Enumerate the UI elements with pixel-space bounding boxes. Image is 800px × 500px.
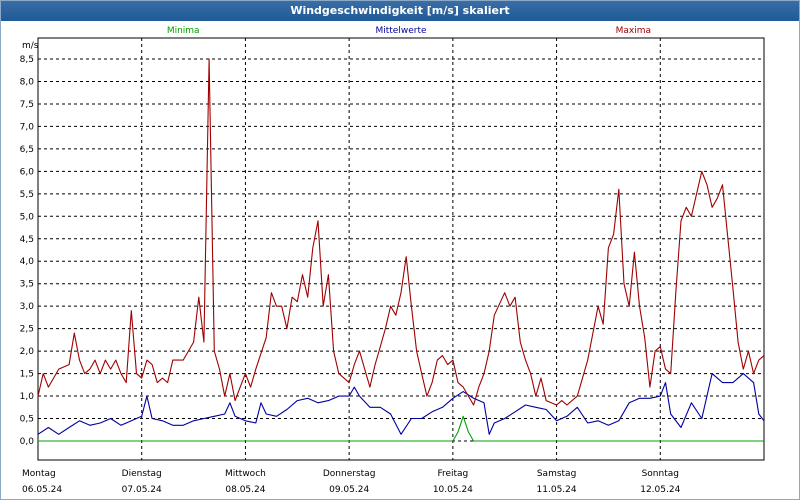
y-tick-label: 8,0: [20, 77, 35, 87]
legend-minima: Minima: [167, 26, 200, 36]
y-tick-label: 3,5: [20, 280, 34, 290]
series-line-minima: [38, 415, 764, 442]
y-tick-label: 4,0: [20, 257, 35, 267]
x-date-label: 07.05.24: [122, 485, 162, 495]
x-date-label: 08.05.24: [225, 485, 265, 495]
x-date-label: 10.05.24: [433, 485, 473, 495]
y-tick-label: 7,0: [20, 122, 35, 132]
x-day-label: Mittwoch: [225, 469, 266, 479]
y-tick-label: 5,0: [20, 212, 35, 222]
x-day-label: Montag: [22, 469, 56, 479]
y-tick-label: 7,5: [20, 100, 34, 110]
x-day-label: Donnerstag: [323, 469, 376, 479]
y-tick-label: 0,0: [20, 437, 35, 447]
legend-mittelwerte: Mittelwerte: [375, 26, 426, 36]
y-tick-label: 8,5: [20, 55, 34, 65]
x-day-label: Dienstag: [122, 469, 162, 479]
y-tick-label: 2,5: [20, 325, 34, 335]
y-tick-label: 1,5: [20, 370, 34, 380]
series-line-maxima: [37, 58, 765, 406]
x-date-label: 12.05.24: [640, 485, 680, 495]
x-date-label: 09.05.24: [329, 485, 369, 495]
y-unit-label: m/s: [22, 41, 39, 51]
x-day-label: Freitag: [437, 469, 468, 479]
y-tick-label: 0,5: [20, 415, 34, 425]
y-tick-label: 6,5: [20, 145, 34, 155]
y-tick-label: 6,0: [20, 167, 35, 177]
chart-title: Windgeschwindigkeit [m/s] skaliert: [1, 1, 799, 21]
x-day-label: Sonntag: [642, 469, 679, 479]
x-date-label: 11.05.24: [537, 485, 577, 495]
y-tick-label: 1,0: [20, 392, 35, 402]
x-date-label: 06.05.24: [22, 485, 62, 495]
y-tick-label: 3,0: [20, 302, 35, 312]
y-tick-label: 5,5: [20, 190, 34, 200]
legend-maxima: Maxima: [616, 26, 651, 36]
y-tick-label: 2,0: [20, 347, 35, 357]
series-line-mittelwerte: [37, 373, 765, 435]
plot-area: [37, 37, 765, 461]
x-day-label: Samstag: [537, 469, 576, 479]
y-tick-label: 4,5: [20, 235, 34, 245]
